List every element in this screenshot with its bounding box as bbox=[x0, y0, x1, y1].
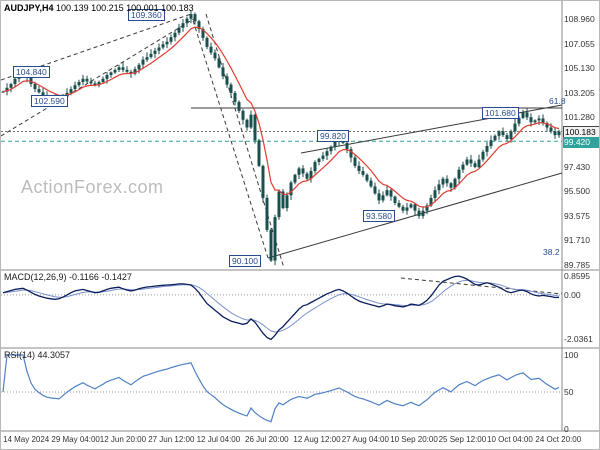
swing-price-label[interactable]: 93.580 bbox=[363, 210, 395, 222]
ohlc-values: 100.139 100.215 100.001 100.183 bbox=[56, 3, 194, 13]
candlesticks bbox=[1, 11, 561, 266]
price-axis-label: 108.960 bbox=[564, 14, 595, 25]
time-axis-label: 24 Oct 20:00 bbox=[535, 435, 582, 444]
macd-indicator-label: MACD(12,26,9) -0.1166 -0.1427 bbox=[4, 272, 132, 282]
price-axis-label: 93.575 bbox=[564, 211, 590, 222]
macd-axis-label: -2.0361 bbox=[564, 334, 593, 345]
ma-line bbox=[2, 26, 560, 208]
swing-price-label[interactable]: 102.590 bbox=[31, 95, 68, 107]
time-axis-label: 12 Aug 12:00 bbox=[293, 435, 341, 444]
macd-axis-label: 0.8595 bbox=[564, 271, 590, 282]
swing-price-label[interactable]: 101.680 bbox=[482, 107, 519, 119]
trend-line[interactable] bbox=[400, 277, 563, 295]
time-axis-label: 27 Jun 12:00 bbox=[148, 435, 195, 444]
macd-axis-label: 0.00 bbox=[564, 289, 581, 300]
time-axis-label: 25 Sep 12:00 bbox=[438, 435, 487, 444]
price-axis-label: 91.710 bbox=[564, 234, 590, 245]
rsi-line bbox=[2, 354, 560, 423]
trend-line[interactable] bbox=[1, 13, 192, 81]
time-axis-label: 29 May 04:00 bbox=[51, 435, 100, 444]
watermark: ActionForex.com bbox=[21, 177, 164, 197]
symbol-timeframe-label: AUDJPY,H4 bbox=[4, 3, 54, 13]
trend-line[interactable] bbox=[1, 16, 198, 137]
time-axis-label: 10 Oct 04:00 bbox=[487, 435, 533, 444]
price-axis-label: 107.055 bbox=[564, 38, 595, 49]
swing-price-label[interactable]: 104.840 bbox=[13, 66, 50, 78]
swing-price-label[interactable]: 99.820 bbox=[317, 130, 349, 142]
price-axis-label: 105.130 bbox=[564, 63, 595, 74]
swing-price-label[interactable]: 90.100 bbox=[229, 255, 261, 267]
price-axis-label: 97.430 bbox=[564, 161, 590, 172]
rsi-indicator-label: RSI(14) 44.3057 bbox=[4, 350, 71, 360]
time-axis-label: 12 Jun 20:00 bbox=[99, 435, 147, 444]
rsi-axis-label: 100 bbox=[564, 350, 579, 360]
swing-price-label[interactable]: 109.360 bbox=[128, 9, 165, 21]
fib-level-label[interactable]: 61.8 bbox=[549, 96, 566, 106]
time-axis-label: 27 Aug 04:00 bbox=[341, 435, 389, 444]
trend-line[interactable] bbox=[190, 13, 269, 259]
rsi-axis-label: 50 bbox=[564, 387, 574, 397]
level-price-box: 99.420 bbox=[563, 137, 599, 149]
macd-signal-line bbox=[2, 279, 560, 333]
time-axis-label: 26 Jul 20:00 bbox=[245, 435, 289, 444]
fib-level-label[interactable]: 38.2 bbox=[543, 247, 560, 257]
chart-title: AUDJPY,H4 100.139 100.215 100.001 100.18… bbox=[4, 3, 194, 13]
time-axis-label: 12 Jul 04:00 bbox=[196, 435, 241, 444]
macd-line bbox=[2, 275, 560, 341]
time-axis-label: 14 May 2024 bbox=[3, 435, 50, 444]
time-axis-label: 10 Sep 20:00 bbox=[390, 435, 438, 444]
price-axis-label: 101.280 bbox=[564, 112, 595, 123]
price-axis-label: 89.785 bbox=[564, 259, 590, 270]
price-axis-label: 103.205 bbox=[564, 87, 595, 98]
rsi-axis-label: 0 bbox=[564, 424, 569, 434]
price-axis-label: 95.500 bbox=[564, 186, 590, 197]
